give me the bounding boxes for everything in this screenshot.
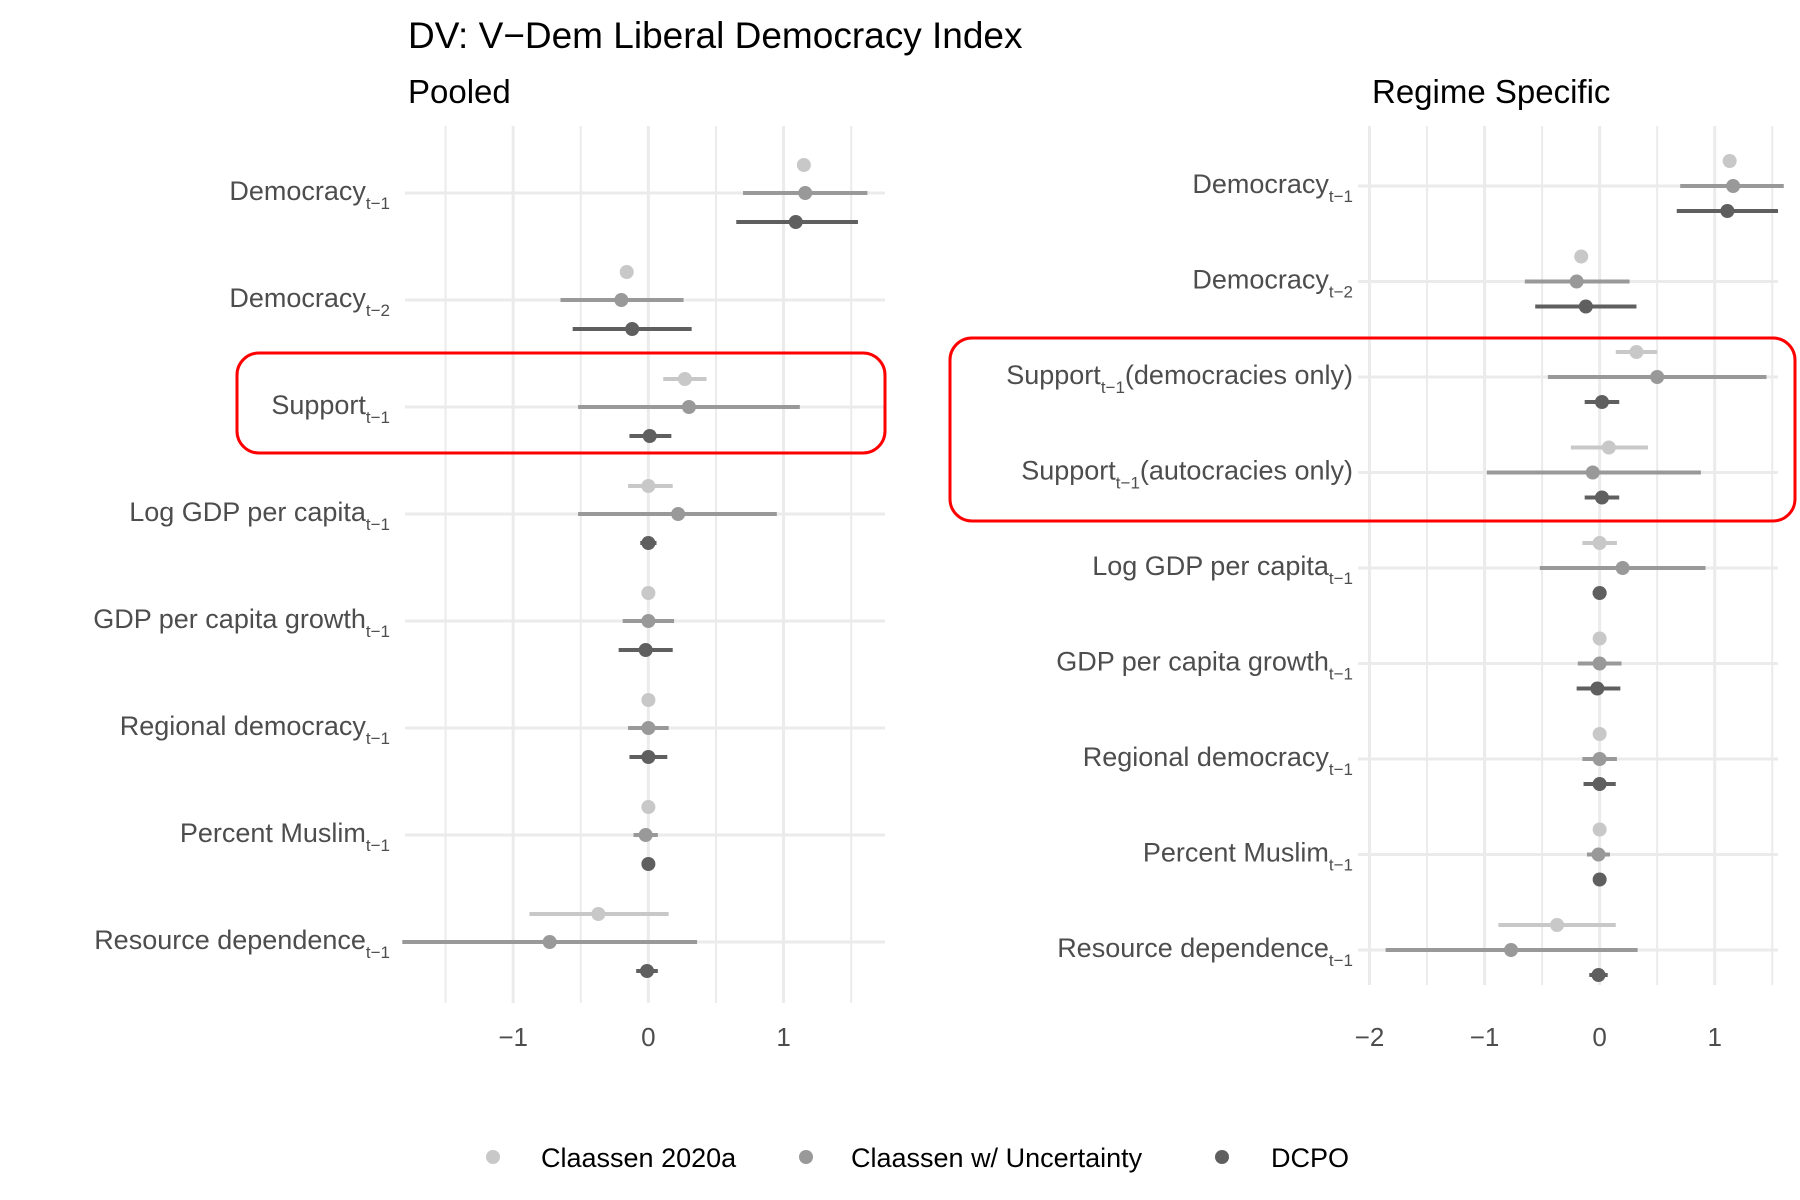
x-tick-label: 0 [1592,1022,1606,1052]
estimate-point [641,586,656,600]
estimate-point [1594,490,1609,505]
estimate-point [619,265,634,279]
term-label: Regional democracyt−1 [1083,742,1353,779]
estimate-point [1574,249,1589,264]
term-label: Log GDP per capitat−1 [1092,551,1353,588]
estimate-point [642,429,657,443]
estimate-point [1504,943,1519,957]
legend-swatch [799,1150,813,1164]
estimate-point [1592,586,1607,600]
legend-label: DCPO [1271,1143,1349,1173]
x-tick-label: −2 [1355,1022,1385,1052]
panel-subtitle: Pooled [408,73,511,110]
x-tick-label: 1 [1707,1022,1721,1052]
estimate-point [1722,154,1737,168]
panel-subtitle: Regime Specific [1372,73,1610,110]
estimate-point [671,507,686,521]
estimate-point [641,693,656,707]
term-label: Resource dependencet−1 [94,925,390,962]
estimate-point [1629,345,1644,359]
estimate-point [641,750,656,764]
highlight-box [235,351,887,455]
legend-swatch [486,1150,500,1164]
legend-swatch [1215,1150,1229,1164]
estimate-point [1569,274,1584,289]
estimate-point [591,907,606,921]
term-label: Democracyt−2 [1192,265,1353,302]
estimate-point [1592,631,1607,646]
estimate-point [1720,204,1735,218]
term-label: GDP per capita growtht−1 [93,604,390,641]
panels: Pooled −1 0 1 Democracyt−1 Democracyt−2 Suppor… [93,73,1797,1052]
estimate-point [641,536,656,550]
estimate-point [1592,536,1607,550]
term-label: Democracyt−1 [1192,169,1353,206]
estimate-point [638,643,653,657]
estimate-point [641,479,656,493]
estimate-point [641,614,656,628]
chart-title: DV: V−Dem Liberal Democracy Index [408,15,1023,56]
panel-0: Pooled −1 0 1 Democracyt−1 Democracyt−2 Suppor… [93,73,887,1052]
estimate-point [614,293,629,307]
x-tick-label: 1 [776,1022,790,1052]
estimate-point [681,400,696,414]
estimate-point [677,372,692,386]
x-tick-label: 0 [641,1022,655,1052]
estimate-point [641,857,656,871]
term-label: Percent Muslimt−1 [180,818,390,855]
estimate-point [625,322,640,336]
estimate-point [1592,822,1607,837]
term-label: Democracyt−2 [229,283,390,320]
term-label: GDP per capita growtht−1 [1056,647,1353,684]
term-label: Supportt−1(democracies only) [1006,360,1353,397]
estimate-point [1592,872,1607,887]
x-tick-label: −1 [1470,1022,1500,1052]
estimate-point [640,964,655,978]
term-label: Log GDP per capitat−1 [129,497,390,534]
estimate-point [1578,299,1593,314]
x-tick-label: −1 [498,1022,528,1052]
legend-label: Claassen 2020a [541,1143,737,1173]
term-label: Regional democracyt−1 [120,711,390,748]
estimate-point [788,215,803,229]
estimate-point [798,186,813,200]
estimate-point [1550,918,1565,932]
estimate-point [1585,465,1600,480]
term-label: Resource dependencet−1 [1057,933,1353,970]
term-label: Supportt−1 [271,390,390,427]
estimate-point [1590,681,1605,696]
estimate-point [542,935,557,949]
estimate-point [1594,395,1609,409]
estimate-point [1592,752,1607,766]
term-label: Supportt−1(autocracies only) [1021,456,1353,493]
estimate-point [1650,370,1665,384]
highlight-box [948,336,1797,523]
panel-1: Regime Specific −2 −1 0 1 Democracyt−1 Democra… [948,73,1797,1052]
estimate-point [796,158,811,172]
estimate-point [1592,656,1607,671]
estimate-point [641,800,656,814]
estimate-point [1726,179,1741,193]
estimate-point [1601,440,1616,455]
term-label: Percent Muslimt−1 [1143,838,1353,875]
estimate-point [1615,561,1630,575]
estimate-point [1592,777,1607,791]
legend-item: DCPO [1215,1143,1349,1173]
estimate-point [1592,727,1607,741]
legend: Claassen 2020a Claassen w/ Uncertainty DCP… [486,1143,1349,1173]
estimate-point [1591,847,1606,862]
legend-item: Claassen w/ Uncertainty [799,1143,1143,1173]
legend-item: Claassen 2020a [486,1143,737,1173]
estimate-point [638,828,653,842]
legend-label: Claassen w/ Uncertainty [851,1143,1143,1173]
term-label: Democracyt−1 [229,176,390,213]
estimate-point [1591,968,1606,982]
estimate-point [641,721,656,735]
